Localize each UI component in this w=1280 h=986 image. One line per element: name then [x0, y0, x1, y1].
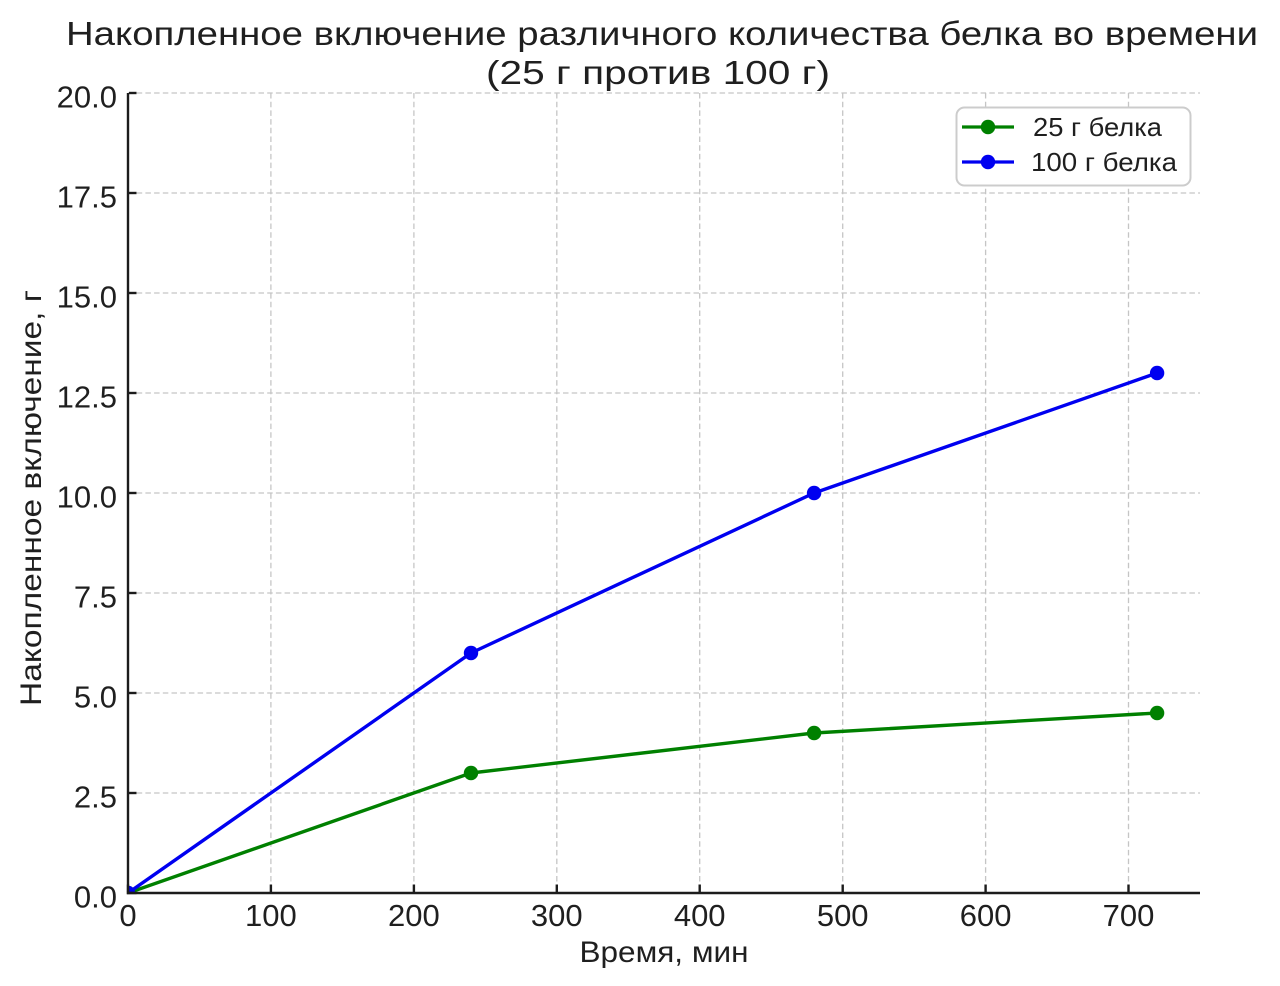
svg-text:20.0: 20.0 [57, 80, 117, 115]
svg-text:400: 400 [674, 898, 726, 933]
svg-text:2.5: 2.5 [74, 780, 117, 815]
svg-text:5.0: 5.0 [74, 680, 117, 715]
svg-text:15.0: 15.0 [57, 280, 117, 315]
svg-text:500: 500 [817, 898, 869, 933]
svg-text:17.5: 17.5 [57, 180, 117, 215]
svg-text:600: 600 [960, 898, 1012, 933]
svg-text:Время, мин: Время, мин [580, 936, 749, 969]
svg-text:Накопленное включение различно: Накопленное включение различного количес… [66, 15, 1258, 52]
svg-text:100: 100 [245, 898, 297, 933]
svg-text:(25 г против 100 г): (25 г против 100 г) [486, 54, 830, 91]
svg-text:0: 0 [119, 898, 136, 933]
svg-text:0.0: 0.0 [74, 880, 117, 915]
svg-text:700: 700 [1103, 898, 1155, 933]
svg-text:200: 200 [388, 898, 440, 933]
svg-text:100 г белка: 100 г белка [1031, 147, 1178, 177]
svg-text:300: 300 [531, 898, 583, 933]
svg-text:25 г белка: 25 г белка [1033, 112, 1163, 142]
svg-text:7.5: 7.5 [74, 580, 117, 615]
svg-text:12.5: 12.5 [57, 380, 117, 415]
svg-text:Накопленное включение, г: Накопленное включение, г [15, 290, 48, 706]
svg-text:10.0: 10.0 [57, 480, 117, 515]
